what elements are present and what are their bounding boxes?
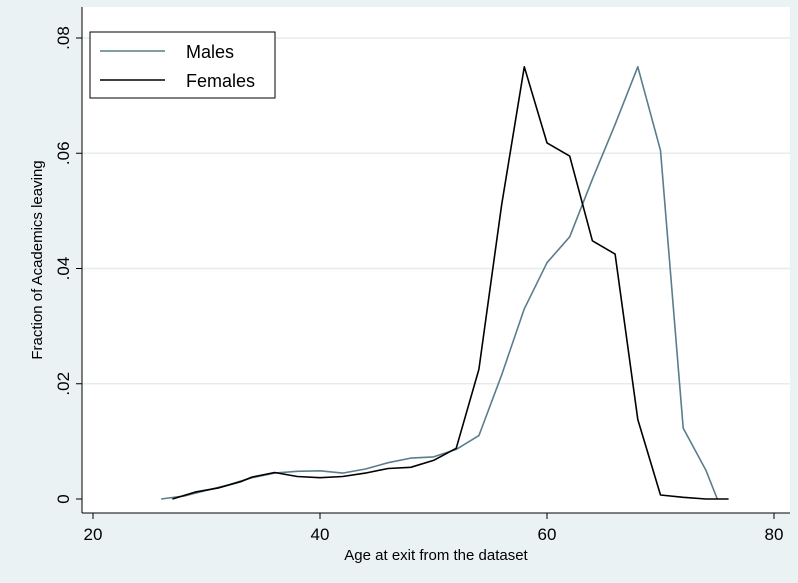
series-layer — [160, 66, 729, 500]
legend: Males Females — [89, 31, 276, 99]
legend-label-females: Females — [186, 71, 255, 91]
y-tick-label: .04 — [54, 257, 73, 281]
y-tick-label: .06 — [54, 141, 73, 165]
x-tick-label: 80 — [765, 525, 784, 544]
legend-box — [89, 31, 276, 99]
x-axis-title: Age at exit from the dataset — [344, 547, 528, 564]
x-tick-label: 60 — [538, 525, 557, 544]
legend-label-males: Males — [186, 42, 234, 62]
y-axis-title: Fraction of Academics leaving — [29, 160, 46, 359]
x-tick-label: 40 — [311, 525, 330, 544]
ticks-layer: 0 .02 .04 .06 .08 20 40 60 80 — [54, 26, 783, 544]
y-tick-label: .02 — [54, 372, 73, 396]
y-tick-label: .08 — [54, 26, 73, 50]
series-line-females — [172, 66, 729, 500]
y-tick-label: 0 — [54, 494, 73, 503]
x-tick-label: 20 — [84, 525, 103, 544]
